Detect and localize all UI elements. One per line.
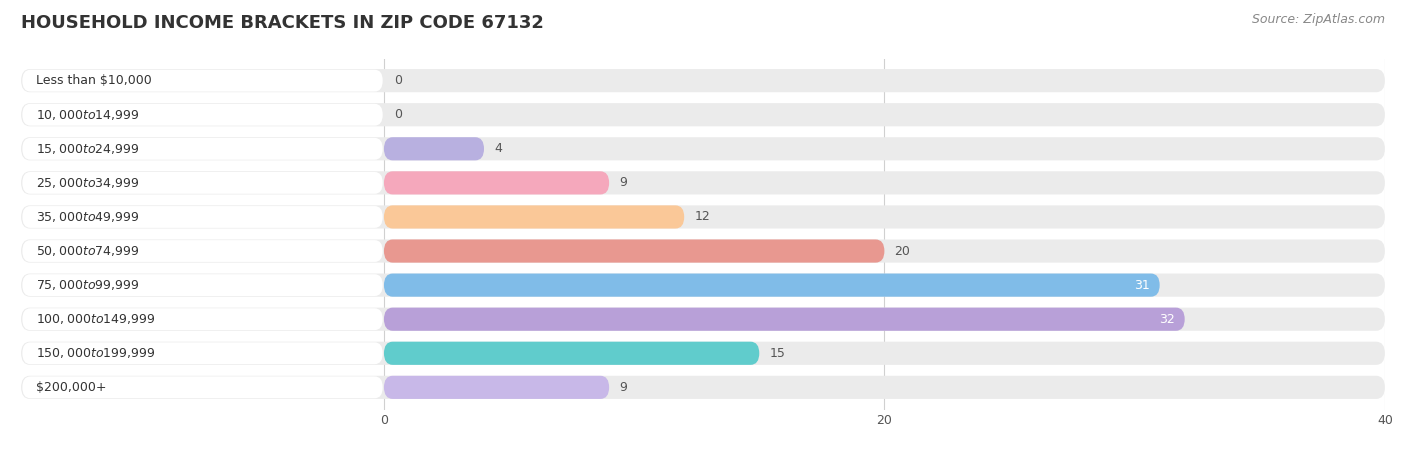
- Text: 9: 9: [619, 176, 627, 189]
- FancyBboxPatch shape: [384, 308, 1185, 331]
- FancyBboxPatch shape: [384, 171, 609, 194]
- Text: 0: 0: [394, 74, 402, 87]
- FancyBboxPatch shape: [384, 205, 685, 229]
- FancyBboxPatch shape: [22, 308, 382, 330]
- FancyBboxPatch shape: [21, 274, 1385, 297]
- FancyBboxPatch shape: [384, 342, 759, 365]
- FancyBboxPatch shape: [22, 138, 382, 160]
- Text: $50,000 to $74,999: $50,000 to $74,999: [37, 244, 139, 258]
- Text: 20: 20: [894, 244, 910, 257]
- Text: 15: 15: [769, 347, 785, 360]
- FancyBboxPatch shape: [21, 205, 1385, 229]
- Text: $15,000 to $24,999: $15,000 to $24,999: [37, 142, 139, 156]
- FancyBboxPatch shape: [384, 239, 884, 263]
- FancyBboxPatch shape: [21, 239, 1385, 263]
- Text: 9: 9: [619, 381, 627, 394]
- FancyBboxPatch shape: [22, 206, 382, 228]
- FancyBboxPatch shape: [384, 376, 609, 399]
- FancyBboxPatch shape: [21, 171, 1385, 194]
- FancyBboxPatch shape: [21, 69, 1385, 92]
- Text: 4: 4: [494, 142, 502, 155]
- Text: $100,000 to $149,999: $100,000 to $149,999: [37, 312, 156, 326]
- FancyBboxPatch shape: [22, 70, 382, 91]
- Text: Less than $10,000: Less than $10,000: [37, 74, 152, 87]
- FancyBboxPatch shape: [384, 137, 484, 160]
- FancyBboxPatch shape: [21, 103, 1385, 126]
- FancyBboxPatch shape: [21, 308, 1385, 331]
- Text: $150,000 to $199,999: $150,000 to $199,999: [37, 346, 156, 360]
- FancyBboxPatch shape: [21, 376, 1385, 399]
- Text: 32: 32: [1159, 313, 1174, 326]
- FancyBboxPatch shape: [22, 342, 382, 364]
- FancyBboxPatch shape: [21, 137, 1385, 160]
- Text: 31: 31: [1133, 279, 1150, 292]
- Text: $25,000 to $34,999: $25,000 to $34,999: [37, 176, 139, 190]
- Text: $35,000 to $49,999: $35,000 to $49,999: [37, 210, 139, 224]
- FancyBboxPatch shape: [22, 104, 382, 126]
- FancyBboxPatch shape: [384, 274, 1160, 297]
- Text: HOUSEHOLD INCOME BRACKETS IN ZIP CODE 67132: HOUSEHOLD INCOME BRACKETS IN ZIP CODE 67…: [21, 14, 544, 32]
- Text: $10,000 to $14,999: $10,000 to $14,999: [37, 108, 139, 122]
- FancyBboxPatch shape: [22, 377, 382, 398]
- Text: $75,000 to $99,999: $75,000 to $99,999: [37, 278, 139, 292]
- FancyBboxPatch shape: [22, 274, 382, 296]
- Text: Source: ZipAtlas.com: Source: ZipAtlas.com: [1251, 14, 1385, 27]
- Text: $200,000+: $200,000+: [37, 381, 107, 394]
- FancyBboxPatch shape: [22, 172, 382, 194]
- FancyBboxPatch shape: [21, 342, 1385, 365]
- Text: 0: 0: [394, 108, 402, 121]
- Text: 12: 12: [695, 211, 710, 224]
- FancyBboxPatch shape: [22, 240, 382, 262]
